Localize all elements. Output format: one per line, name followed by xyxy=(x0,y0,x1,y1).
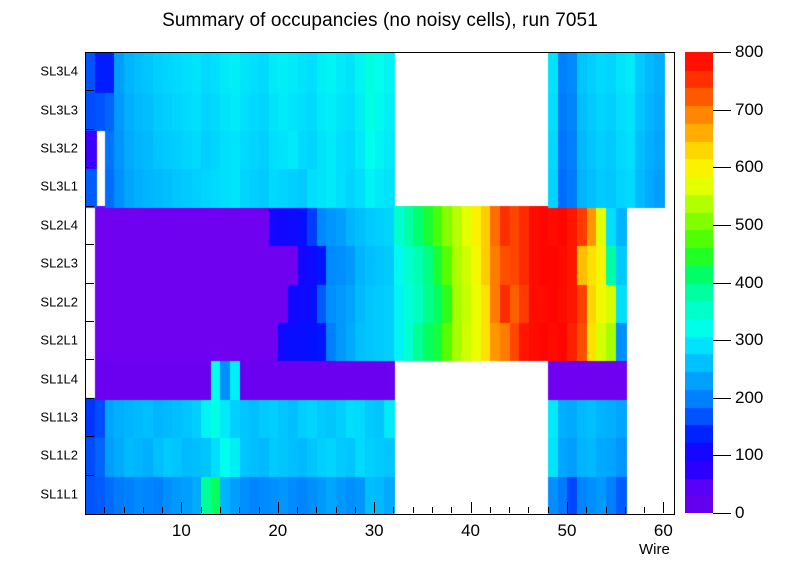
y-axis-tick xyxy=(85,90,94,92)
x-axis-title: Wire xyxy=(639,541,670,558)
y-axis-tick xyxy=(85,244,94,246)
x-axis-tick xyxy=(566,502,568,513)
y-axis-label-sl2l3: SL2L3 xyxy=(40,255,78,271)
y-axis-label-sl1l4: SL1L4 xyxy=(40,371,78,387)
x-axis-tick xyxy=(412,507,414,513)
x-axis-tick-label-10: 10 xyxy=(171,521,191,540)
x-axis-tick xyxy=(547,507,549,513)
x-axis-tick-label-20: 20 xyxy=(268,521,288,540)
color-scale-label-700: 700 xyxy=(735,99,764,119)
x-axis-tick-label-50: 50 xyxy=(557,521,577,540)
color-scale-tick xyxy=(713,167,731,169)
color-scale-tick xyxy=(713,397,731,399)
y-axis-label-sl3l2: SL3L2 xyxy=(40,140,78,156)
x-axis-tick xyxy=(297,507,299,513)
color-scale-tick xyxy=(713,513,731,514)
x-axis-tick xyxy=(644,507,646,513)
color-scale-tick xyxy=(713,282,731,284)
x-axis-tick-label-30: 30 xyxy=(364,521,384,540)
color-scale-label-0: 0 xyxy=(735,503,745,522)
x-axis-tick xyxy=(605,507,607,513)
x-axis-tick xyxy=(374,502,376,513)
x-axis-tick xyxy=(509,507,511,513)
y-axis-label-sl3l3: SL3L3 xyxy=(40,102,78,118)
color-scale-label-200: 200 xyxy=(735,387,764,407)
color-scale-tick xyxy=(713,340,731,342)
x-axis-tick xyxy=(624,507,626,513)
x-axis-tick xyxy=(354,507,356,513)
y-axis-tick xyxy=(85,282,94,284)
y-axis-tick xyxy=(85,128,94,130)
heatmap-plot xyxy=(86,53,674,514)
x-axis-tick xyxy=(335,507,337,513)
x-axis-tick xyxy=(162,507,164,513)
x-axis-tick xyxy=(181,502,183,513)
y-axis-tick xyxy=(85,320,94,322)
color-scale-tick xyxy=(713,455,731,457)
y-axis-label-sl2l1: SL2L1 xyxy=(40,332,78,348)
y-axis-tick xyxy=(85,436,94,438)
color-scale-tick xyxy=(713,52,731,53)
x-axis-tick-label-40: 40 xyxy=(461,521,481,540)
x-axis-tick xyxy=(219,507,221,513)
x-axis-tick xyxy=(586,507,588,513)
x-axis-tick xyxy=(451,507,453,513)
x-axis-tick xyxy=(258,507,260,513)
plot-frame xyxy=(85,52,675,515)
x-axis-tick xyxy=(528,507,530,513)
color-scale-tick xyxy=(713,109,731,111)
x-axis-tick xyxy=(200,507,202,513)
x-axis-tick xyxy=(470,502,472,513)
x-axis-tick xyxy=(393,507,395,513)
chart-title: Summary of occupancies (no noisy cells),… xyxy=(162,10,598,31)
color-scale-label-100: 100 xyxy=(735,445,764,465)
y-axis-tick xyxy=(85,359,94,361)
y-axis-label-sl1l2: SL1L2 xyxy=(40,447,78,463)
color-scale-label-300: 300 xyxy=(735,330,764,350)
y-axis-label-sl1l3: SL1L3 xyxy=(40,409,78,425)
color-scale-bar xyxy=(685,52,713,513)
x-axis-tick xyxy=(432,507,434,513)
x-axis-tick xyxy=(123,507,125,513)
y-axis-label-sl1l1: SL1L1 xyxy=(40,486,78,502)
color-scale-label-600: 600 xyxy=(735,157,764,177)
y-axis-label-sl3l4: SL3L4 xyxy=(40,63,78,79)
x-axis-tick xyxy=(239,507,241,513)
y-axis-tick xyxy=(85,474,94,476)
y-axis-label-sl2l4: SL2L4 xyxy=(40,217,78,233)
color-scale-tick xyxy=(713,224,731,226)
y-axis-tick xyxy=(85,397,94,399)
color-scale-label-400: 400 xyxy=(735,272,764,292)
x-axis-tick xyxy=(663,502,665,513)
x-axis-tick xyxy=(277,502,279,513)
color-scale-label-800: 800 xyxy=(735,42,764,61)
x-axis-tick xyxy=(489,507,491,513)
x-axis-tick xyxy=(142,507,144,513)
color-scale-label-500: 500 xyxy=(735,214,764,234)
x-axis-tick xyxy=(316,507,318,513)
y-axis-tick xyxy=(85,167,94,169)
y-axis-label-sl3l1: SL3L1 xyxy=(40,178,78,194)
x-axis-tick-label-60: 60 xyxy=(653,521,673,540)
y-axis-tick xyxy=(85,205,94,207)
x-axis-tick xyxy=(104,507,106,513)
color-scale-gradient xyxy=(685,52,713,513)
y-axis-label-sl2l2: SL2L2 xyxy=(40,294,78,310)
